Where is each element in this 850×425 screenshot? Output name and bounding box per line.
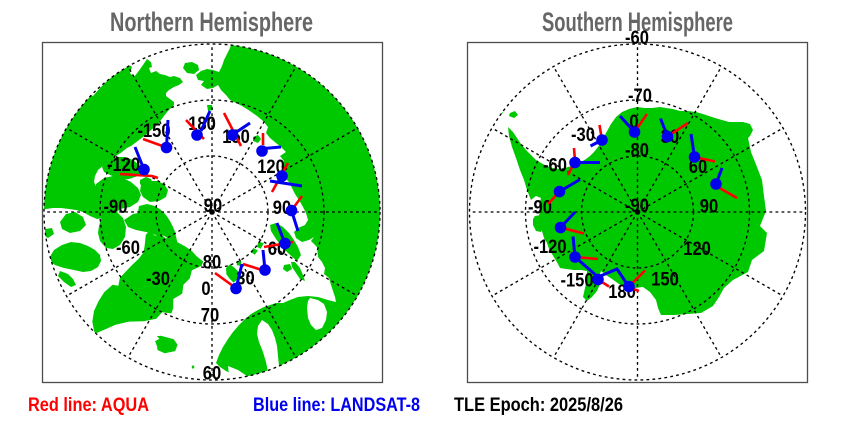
svg-text:-150: -150 (137, 121, 170, 142)
svg-text:150: 150 (651, 269, 679, 290)
svg-text:-120: -120 (533, 237, 566, 258)
svg-text:-90: -90 (625, 196, 649, 217)
svg-text:70: 70 (201, 305, 219, 326)
svg-text:90: 90 (204, 196, 222, 217)
svg-text:-60: -60 (116, 238, 140, 259)
svg-text:-150: -150 (560, 270, 593, 291)
svg-text:80: 80 (203, 252, 221, 273)
svg-text:-60: -60 (543, 155, 567, 176)
svg-text:-30: -30 (146, 269, 170, 290)
svg-text:-90: -90 (104, 197, 128, 218)
svg-text:Red line: AQUA: Red line: AQUA (28, 395, 149, 416)
svg-text:-90: -90 (528, 197, 552, 218)
svg-text:90: 90 (273, 198, 291, 219)
svg-text:0: 0 (201, 279, 210, 300)
svg-text:90: 90 (700, 196, 718, 217)
svg-text:Northern Hemisphere: Northern Hemisphere (110, 7, 313, 37)
svg-text:0: 0 (629, 112, 638, 133)
svg-text:Southern Hemisphere: Southern Hemisphere (542, 7, 733, 37)
svg-text:-120: -120 (107, 155, 140, 176)
svg-text:-60: -60 (625, 28, 649, 49)
svg-text:Blue line: LANDSAT-8: Blue line: LANDSAT-8 (253, 395, 420, 416)
svg-text:120: 120 (683, 239, 711, 260)
svg-text:-70: -70 (628, 86, 652, 107)
svg-text:-80: -80 (625, 140, 649, 161)
svg-text:TLE Epoch: 2025/8/26: TLE Epoch: 2025/8/26 (454, 395, 623, 416)
svg-text:60: 60 (203, 363, 221, 384)
svg-text:-30: -30 (571, 125, 595, 146)
